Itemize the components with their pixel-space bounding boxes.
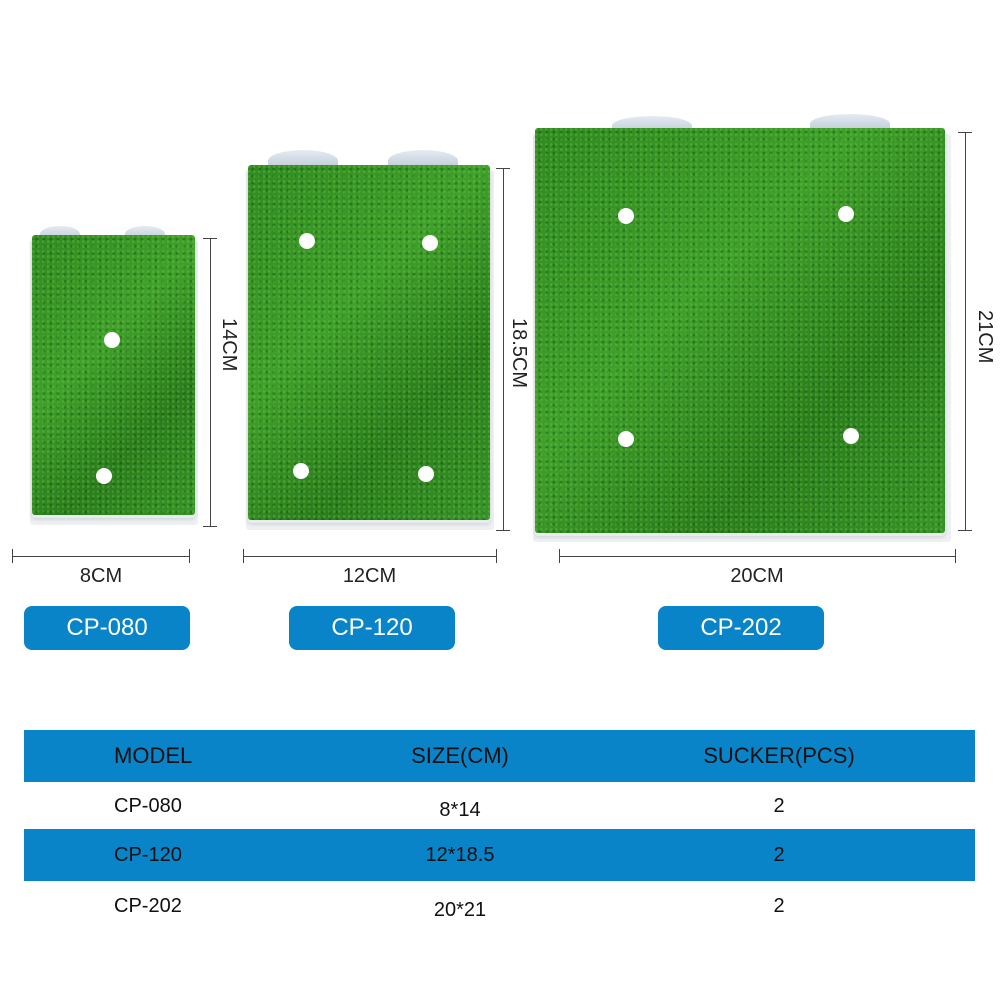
- hole: [838, 206, 854, 222]
- grass-mat-image: [248, 165, 490, 520]
- cell-sucker: 2: [773, 844, 785, 866]
- height-label: 21CM: [974, 310, 996, 364]
- dimension-line: [243, 556, 496, 557]
- tick: [955, 549, 956, 563]
- tick: [496, 168, 510, 169]
- table-row: CP-202 20*21 2: [24, 881, 975, 931]
- header-sucker: SUCKER(PCS): [703, 743, 855, 768]
- header-size: SIZE(CM): [411, 743, 509, 768]
- model-badge: CP-120: [289, 606, 455, 650]
- dimension-line: [559, 556, 955, 557]
- dimension-line: [503, 168, 504, 530]
- cell-size: 20*21: [433, 899, 487, 921]
- grass-mat-image: [32, 235, 195, 515]
- tick: [496, 549, 497, 563]
- cell-size: 8*14: [439, 798, 481, 821]
- tick: [958, 530, 972, 531]
- tick: [559, 549, 560, 563]
- cell-model: CP-120: [114, 844, 182, 866]
- hole: [96, 468, 112, 484]
- width-label: 12CM: [342, 565, 397, 587]
- width-label: 20CM: [730, 565, 784, 587]
- cell-size: 12*18.5: [425, 844, 495, 866]
- header-model: MODEL: [114, 743, 193, 768]
- table-header: MODEL SIZE(CM) SUCKER(PCS): [24, 730, 975, 782]
- tick: [243, 549, 244, 563]
- tick: [203, 238, 217, 239]
- height-label: 18.5CM: [508, 318, 530, 389]
- model-badge: CP-080: [24, 606, 190, 650]
- cell-sucker: 2: [773, 895, 785, 917]
- width-label: 8CM: [79, 565, 123, 587]
- tick: [12, 549, 13, 563]
- hole: [843, 428, 859, 444]
- cell-model: CP-080: [114, 794, 182, 817]
- height-label: 14CM: [218, 318, 240, 372]
- hole: [618, 431, 634, 447]
- tick: [496, 530, 510, 531]
- dimension-line: [210, 238, 211, 526]
- tick: [958, 132, 972, 133]
- table-row: CP-080 8*14 2: [24, 782, 975, 829]
- dimension-line: [12, 556, 190, 557]
- table-row: CP-120 12*18.5 2: [24, 829, 975, 881]
- model-badge: CP-202: [658, 606, 824, 650]
- hole: [293, 463, 309, 479]
- hole: [104, 332, 120, 348]
- cell-model: CP-202: [114, 895, 182, 917]
- tick: [203, 526, 217, 527]
- tick: [189, 549, 190, 563]
- cell-sucker: 2: [773, 794, 785, 817]
- hole: [418, 466, 434, 482]
- grass-mat-image: [535, 128, 945, 533]
- hole: [422, 235, 438, 251]
- hole: [618, 208, 634, 224]
- hole: [299, 233, 315, 249]
- dimension-line: [965, 132, 966, 530]
